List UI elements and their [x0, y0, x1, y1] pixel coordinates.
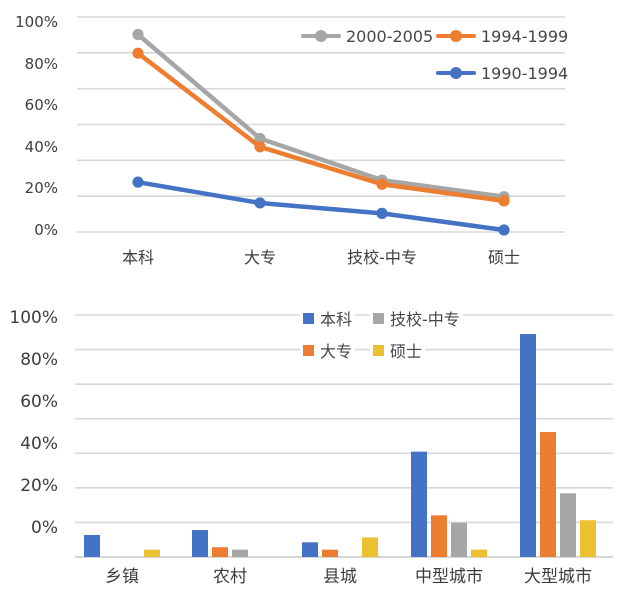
legend-swatch-icon: [303, 312, 314, 324]
legend-label: 本科: [320, 310, 353, 329]
legend-line-marker-icon: [436, 67, 476, 79]
x-axis-category-label: 乡镇: [105, 567, 139, 587]
y-axis-tick-label: 40%: [20, 434, 58, 454]
legend-item: 大专: [300, 338, 356, 362]
legend-item: 硕士: [370, 338, 426, 362]
bar-本科-大型城市: [520, 334, 536, 557]
data-point-marker: [376, 207, 388, 219]
bar-硕士-中型城市: [471, 549, 487, 557]
y-axis-tick-label: 20%: [20, 476, 58, 496]
bar-chart-canvas: [75, 314, 613, 558]
y-axis-tick-label: 60%: [20, 392, 58, 412]
y-axis-tick-label: 100%: [9, 308, 58, 328]
legend-item: 1994-1999: [433, 24, 572, 48]
y-axis-tick-label: 40%: [24, 137, 58, 156]
bar-硕士-大型城市: [580, 520, 596, 557]
y-axis-tick-label: 0%: [34, 221, 58, 239]
bar-大专-大型城市: [540, 432, 556, 557]
line-chart: 100% 80% 60% 40% 20% 0% 本科 大专 技校-中专 硕士 2000-2005 19…: [0, 0, 624, 272]
line-series-1990-1994: [135, 179, 507, 233]
legend-swatch-icon: [373, 312, 384, 324]
data-point-marker: [376, 178, 388, 190]
bar-技校-中专-中型城市: [451, 522, 467, 557]
x-axis-category-label: 中型城市: [415, 567, 483, 587]
y-axis-tick-label: 80%: [20, 350, 58, 370]
bar-大专-县城: [322, 549, 338, 557]
y-axis-tick-label: 80%: [24, 54, 58, 73]
bar-本科-县城: [302, 542, 318, 557]
bar-大专-农村: [212, 547, 228, 557]
y-axis-tick-label: 20%: [24, 179, 58, 198]
bar-技校-中专-大型城市: [560, 493, 576, 557]
legend-label: 技校-中专: [390, 310, 460, 329]
data-point-marker: [498, 195, 510, 207]
bar-技校-中专-农村: [232, 549, 248, 557]
x-axis-category-label: 大专: [243, 248, 277, 267]
y-axis-tick-label: 0%: [31, 518, 58, 538]
bar-本科-乡镇: [84, 534, 100, 557]
legend-item: 2000-2005: [298, 24, 437, 48]
y-axis-tick-label: 60%: [24, 96, 58, 115]
legend-swatch-icon: [303, 344, 314, 356]
bar-硕士-县城: [362, 537, 378, 557]
data-point-marker: [132, 176, 144, 188]
bar-chart: 100% 80% 60% 40% 20% 0% 乡镇 农村 县城 中型城市 大型城市 本科 技校-中专大…: [0, 290, 624, 595]
legend-label: 1994-1999: [481, 26, 569, 46]
legend-swatch-icon: [373, 344, 384, 356]
x-axis-category-label: 县城: [323, 567, 357, 587]
x-axis-category-label: 大型城市: [524, 567, 592, 587]
x-axis-category-label: 本科: [121, 248, 155, 267]
x-axis-category-label: 硕士: [487, 248, 521, 267]
data-point-marker: [132, 47, 144, 59]
bar-本科-农村: [192, 530, 208, 557]
legend-label: 1990-1994: [481, 63, 569, 83]
line-chart-canvas: [77, 16, 565, 236]
bar-本科-中型城市: [411, 451, 427, 557]
legend-item: 技校-中专: [370, 306, 463, 330]
y-axis-tick-label: 100%: [15, 13, 58, 31]
legend-item: 本科: [300, 306, 356, 330]
legend-dot-icon: [315, 30, 327, 42]
line-series-2000-2005: [135, 32, 507, 199]
data-point-marker: [132, 28, 144, 41]
bar-大专-中型城市: [431, 515, 447, 557]
data-point-marker: [254, 141, 266, 153]
legend-line-marker-icon: [301, 30, 341, 42]
data-point-marker: [254, 132, 266, 145]
legend-label: 2000-2005: [346, 26, 434, 46]
legend-line-marker-icon: [436, 30, 476, 42]
line-series-1994-1999: [135, 50, 507, 204]
legend-label: 硕士: [390, 342, 423, 361]
legend-dot-icon: [450, 30, 462, 42]
legend-dot-icon: [450, 67, 462, 79]
bar-硕士-乡镇: [144, 549, 160, 557]
x-axis-category-label: 农村: [213, 567, 247, 587]
legend-label: 大专: [320, 342, 353, 361]
x-axis-category-label: 技校-中专: [347, 248, 417, 267]
legend-item: 1990-1994: [433, 61, 572, 85]
data-point-marker: [498, 224, 510, 236]
data-point-marker: [254, 197, 266, 209]
